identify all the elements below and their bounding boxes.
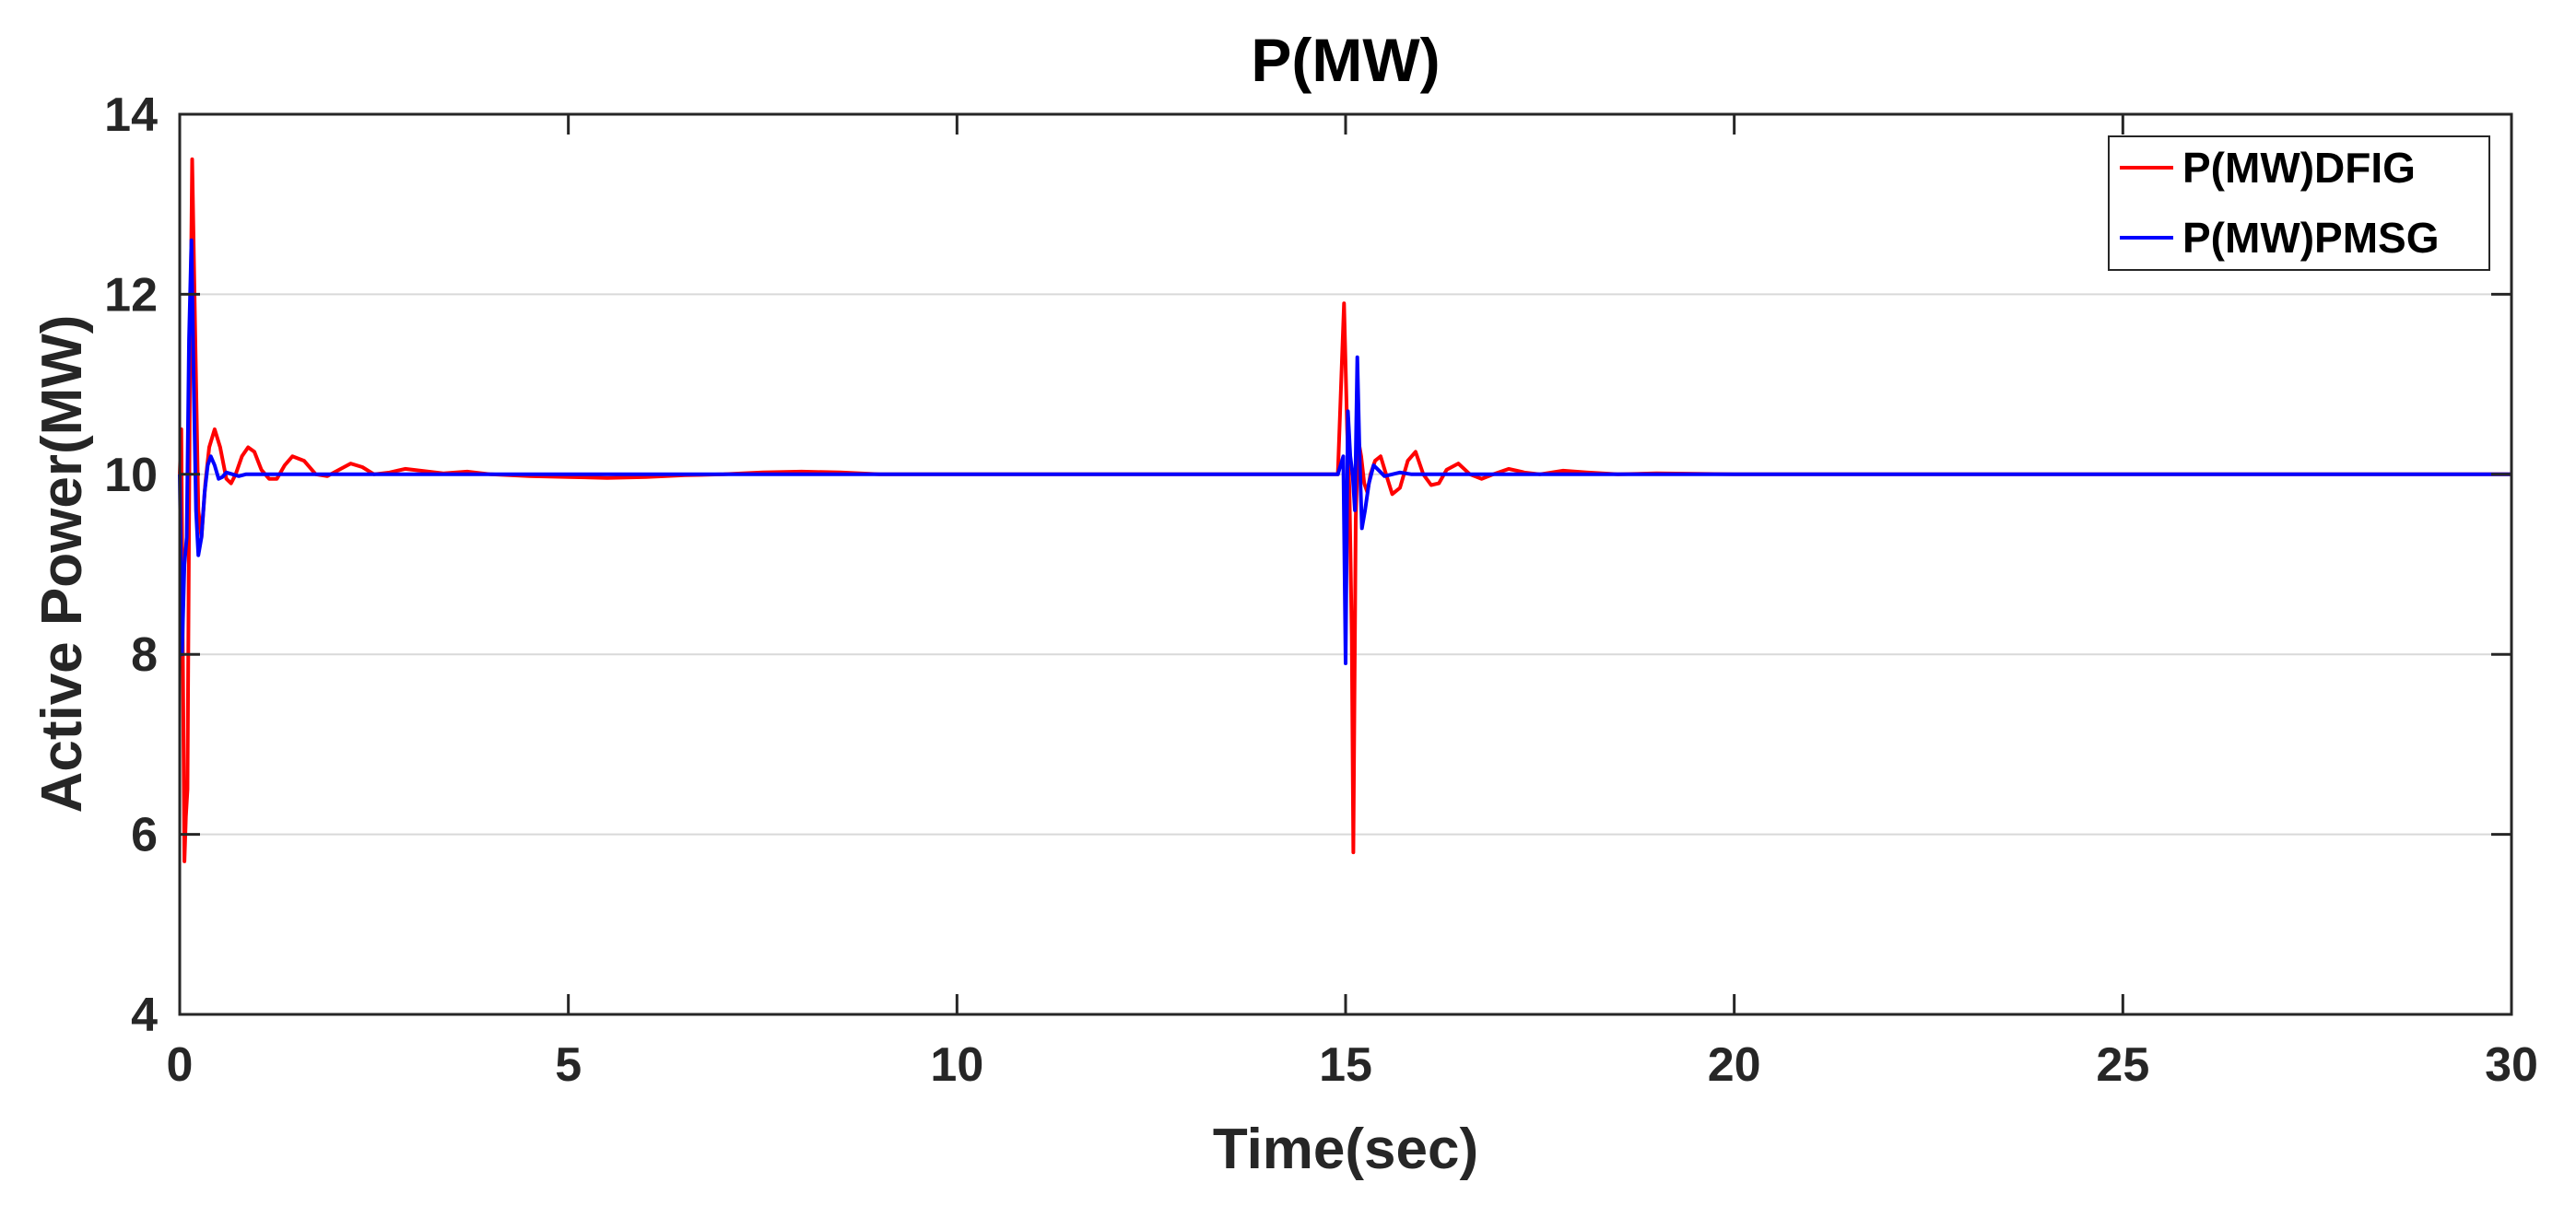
y-tick-label-12: 12 bbox=[104, 268, 158, 322]
legend: P(MW)DFIG P(MW)PMSG bbox=[2108, 135, 2490, 271]
legend-label-dfig: P(MW)DFIG bbox=[2182, 144, 2416, 192]
x-tick-label-20: 20 bbox=[1708, 1038, 1761, 1092]
x-axis-title: Time(sec) bbox=[1213, 1118, 1478, 1181]
y-tick-label-4: 4 bbox=[131, 989, 158, 1042]
x-axis-ticks: 0 5 10 15 20 25 30 bbox=[167, 114, 2538, 1092]
y-tick-label-10: 10 bbox=[104, 449, 158, 502]
x-tick-label-30: 30 bbox=[2485, 1038, 2538, 1092]
y-axis-title: Active Power(MW) bbox=[30, 315, 94, 814]
legend-label-pmsg: P(MW)PMSG bbox=[2182, 214, 2440, 262]
x-tick-label-5: 5 bbox=[555, 1038, 582, 1092]
x-tick-label-10: 10 bbox=[930, 1038, 983, 1092]
y-tick-label-8: 8 bbox=[131, 628, 158, 682]
y-axis-ticks: 4 6 8 10 12 14 bbox=[104, 88, 2511, 1042]
x-tick-label-15: 15 bbox=[1319, 1038, 1372, 1092]
series-lines bbox=[178, 157, 2511, 863]
series-line-p-mw-pmsg bbox=[178, 238, 2511, 665]
chart-title: P(MW) bbox=[1251, 26, 1440, 94]
x-tick-label-0: 0 bbox=[167, 1038, 194, 1092]
legend-box bbox=[2108, 135, 2490, 271]
y-tick-label-14: 14 bbox=[104, 88, 158, 142]
x-tick-label-25: 25 bbox=[2096, 1038, 2149, 1092]
y-tick-label-6: 6 bbox=[131, 809, 158, 862]
